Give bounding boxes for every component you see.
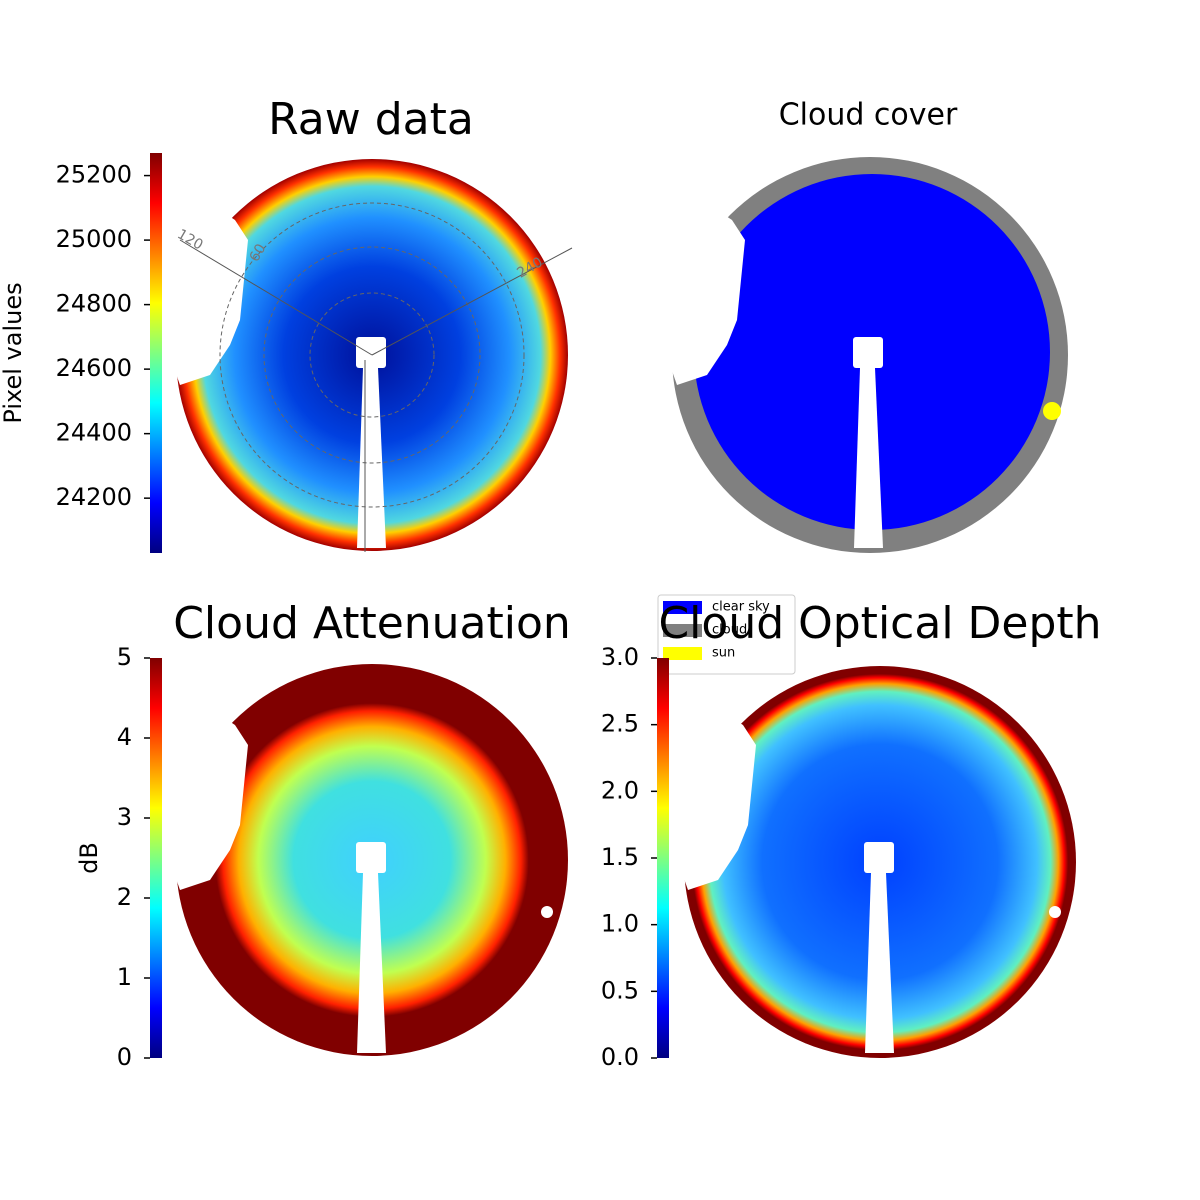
panel-title: Raw data — [268, 94, 474, 145]
colorbar-tick-label: 2 — [117, 883, 132, 911]
cloud-cover-image — [647, 157, 1068, 553]
legend-label: clear sky — [712, 600, 770, 615]
colorbar-tick-label: 4 — [117, 723, 132, 751]
colorbar-tick-label: 3 — [117, 803, 132, 831]
colorbar-tick-label: 0 — [117, 1043, 132, 1071]
polar-label: 60 — [247, 241, 270, 264]
colorbar-tick-label: 24400 — [56, 419, 132, 447]
colorbar-tick-label: 24200 — [56, 483, 132, 511]
colorbar-tick-label: 25000 — [56, 225, 132, 253]
legend-label: sun — [712, 646, 735, 661]
colorbar-label: Pixel values — [0, 282, 27, 423]
colorbar-tick-label: 1.0 — [601, 910, 639, 938]
panel-title: Cloud Attenuation — [173, 598, 571, 649]
panel-title: Cloud cover — [779, 98, 958, 133]
colorbar-tick-label: 25200 — [56, 161, 132, 189]
colorbar-tick-label: 0.5 — [601, 976, 639, 1004]
colorbar-label: dB — [75, 842, 103, 874]
colorbar-tick-label: 24800 — [56, 290, 132, 318]
colorbar-tick-label: 24600 — [56, 354, 132, 382]
legend-swatch — [663, 624, 702, 637]
colorbar-tick-label: 2.0 — [601, 776, 639, 804]
colorbar — [150, 658, 162, 1058]
colorbar-tick-label: 2.5 — [601, 710, 639, 738]
raw-image — [150, 159, 573, 552]
colorbar — [150, 153, 162, 553]
colorbar-tick-label: 1 — [117, 963, 132, 991]
legend-swatch — [663, 647, 702, 660]
colorbar — [657, 658, 669, 1058]
colorbar-tick-label: 1.5 — [601, 843, 639, 871]
optical-depth-image — [658, 666, 1076, 1058]
colorbar-tick-label: 0.0 — [601, 1043, 639, 1071]
legend-label: cloud — [712, 623, 747, 638]
colorbar-tick-label: 5 — [117, 643, 132, 671]
legend-swatch — [663, 601, 702, 614]
colorbar-tick-label: 3.0 — [601, 643, 639, 671]
attenuation-image — [150, 664, 568, 1056]
panel-title: Cloud Optical Depth — [658, 598, 1101, 649]
